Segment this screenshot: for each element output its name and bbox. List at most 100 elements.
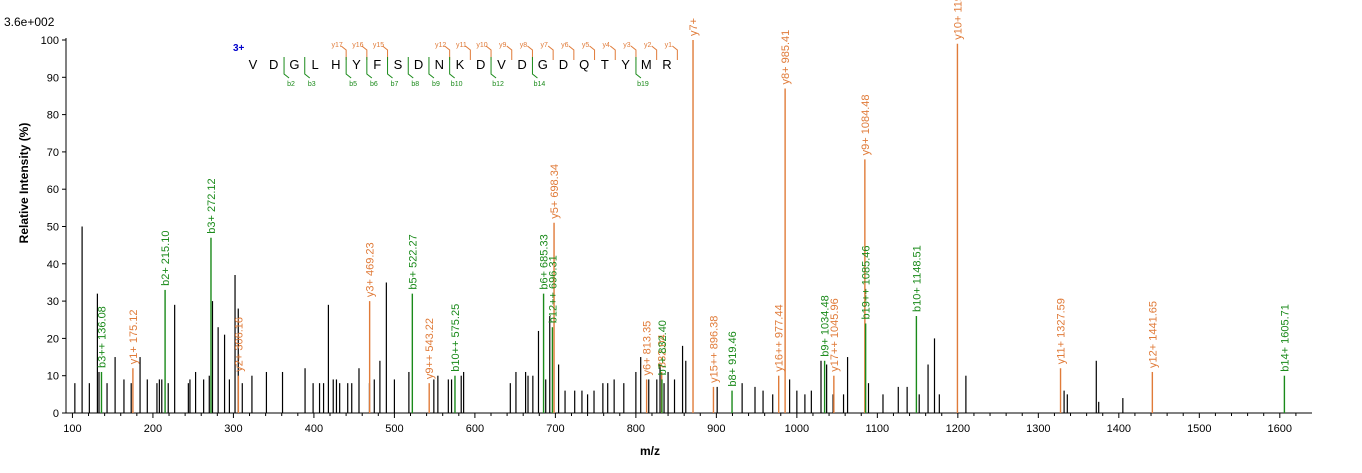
y-fragment-bracket xyxy=(382,45,389,60)
sequence-residue: K xyxy=(456,57,465,72)
x-tick-label: 1300 xyxy=(1026,423,1050,435)
sequence-residue: D xyxy=(559,57,568,72)
b-fragment-label: b19 xyxy=(637,81,649,88)
b-ion-peak-label: b9+ 1034.48 xyxy=(820,295,832,356)
sequence-residue: M xyxy=(641,57,652,72)
y-tick-label: 70 xyxy=(47,147,59,159)
y-ion-peak-label: y10+ 1199.50 xyxy=(952,0,964,40)
sequence-residue: L xyxy=(311,57,318,72)
b-fragment-bracket xyxy=(531,57,538,79)
x-tick-label: 600 xyxy=(466,423,484,435)
sequence-residue: D xyxy=(476,57,485,72)
sequence-residue: H xyxy=(331,57,340,72)
b-fragment-bracket xyxy=(490,57,497,79)
x-tick-label: 1100 xyxy=(866,423,890,435)
y-fragment-label: y11 xyxy=(456,42,467,49)
x-tick-label: 400 xyxy=(305,423,323,435)
b-ion-peak-label: b14+ 1605.71 xyxy=(1279,304,1291,372)
y-tick-label: 80 xyxy=(47,110,59,122)
y-tick-label: 40 xyxy=(47,259,59,271)
sequence-residue: V xyxy=(497,57,506,72)
b-fragment-bracket xyxy=(635,57,642,79)
b-ion-peak-label: b3++ 136.08 xyxy=(96,306,108,368)
y-tick-label: 50 xyxy=(47,222,59,234)
x-tick-label: 1500 xyxy=(1187,423,1211,435)
x-tick-label: 300 xyxy=(224,423,242,435)
y-ion-peak-label: y11+ 1327.59 xyxy=(1056,298,1068,364)
b-ion-peak-label: b5+ 522.27 xyxy=(407,234,419,289)
y-tick-label: 20 xyxy=(47,333,59,345)
x-tick-label: 500 xyxy=(385,423,403,435)
y-tick-label: 60 xyxy=(47,184,59,196)
b-fragment-bracket xyxy=(407,57,414,79)
b-fragment-label: b14 xyxy=(534,81,546,88)
y-fragment-label: y4 xyxy=(603,42,611,49)
y-ion-peak-label: y12+ 1441.65 xyxy=(1147,301,1159,368)
b-ion-peak-label: b8+ 919.46 xyxy=(727,331,739,386)
b-ion-peak-label: b2+ 215.10 xyxy=(160,231,172,286)
sequence-residue: V xyxy=(249,57,258,72)
b-fragment-label: b6 xyxy=(370,81,378,88)
peak-labels-layer: b3++ 136.08 y1+ 175.12 b2+ 215.10 b3+ 272.1… xyxy=(96,0,1291,387)
y-fragment-bracket xyxy=(340,45,347,60)
y-fragment-bracket xyxy=(609,45,616,60)
y-tick-label: 90 xyxy=(47,72,59,84)
y-fragment-label: y5 xyxy=(582,42,590,49)
b-ion-peak-label: b10++ 575.25 xyxy=(450,304,462,372)
b-fragment-label: b9 xyxy=(432,81,440,88)
x-tick-label: 200 xyxy=(144,423,162,435)
y-ion-peak-label: y5+ 698.34 xyxy=(549,164,561,219)
y-fragment-label: y16 xyxy=(352,42,363,49)
b-fragment-bracket xyxy=(366,57,373,79)
b-fragment-label: b2 xyxy=(287,81,295,88)
y-axis-title: Relative Intensity (%) xyxy=(17,123,31,244)
x-tick-label: 800 xyxy=(627,423,645,435)
y-ion-peak-label: y3+ 469.23 xyxy=(365,242,377,297)
y-ion-peak-label: y16++ 977.44 xyxy=(774,304,786,371)
x-tick-label: 700 xyxy=(546,423,564,435)
b-ion-peak-label: b10+ 1148.51 xyxy=(911,245,923,312)
y-fragment-bracket xyxy=(527,45,533,60)
sequence-residue: G xyxy=(538,57,548,72)
y-tick-label: 0 xyxy=(53,408,59,420)
b-fragment-bracket xyxy=(428,57,435,79)
y-ion-peak-label: y8+ 985.41 xyxy=(780,30,792,85)
y-ion-peak-label: y2+ 306.16 xyxy=(233,317,245,372)
b-fragment-bracket xyxy=(345,57,352,79)
b-ion-peak-label: b19++ 1085.46 xyxy=(861,245,873,319)
y-fragment-bracket xyxy=(361,45,368,60)
sequence-residue: G xyxy=(289,57,299,72)
y-fragment-bracket xyxy=(444,45,451,60)
y-tick-label: 10 xyxy=(47,371,59,383)
b-fragment-bracket xyxy=(304,57,311,79)
y-fragment-label: y7 xyxy=(540,42,548,49)
y-fragment-label: y2 xyxy=(644,42,652,49)
b-fragment-label: b7 xyxy=(391,81,399,88)
b-ion-peak-label: b6+ 685.33 xyxy=(539,234,551,289)
y-fragment-bracket xyxy=(672,45,678,60)
b-ion-peak-label: b3+ 272.12 xyxy=(206,178,218,233)
y-ion-peak-label: y1+ 175.12 xyxy=(128,309,140,364)
y-fragment-label: y6 xyxy=(561,42,569,49)
b-fragment-bracket xyxy=(283,57,290,79)
b-fragment-label: b12 xyxy=(492,81,504,88)
y-fragment-label: y17 xyxy=(332,42,343,49)
b-fragment-bracket xyxy=(387,57,393,79)
b-ion-peak-label: b12++ 696.31 xyxy=(547,255,559,323)
y-fragment-label: y15 xyxy=(373,42,384,49)
y-ion-peak-label: y6+ 813.35 xyxy=(642,321,654,376)
x-tick-label: 1200 xyxy=(946,423,970,435)
y-fragment-bracket xyxy=(506,45,513,60)
x-tick-label: 900 xyxy=(707,423,725,435)
y-ion-peak-label: y17++ 1045.96 xyxy=(829,298,841,371)
x-axis-title: m/z xyxy=(640,444,660,458)
b-fragment-bracket xyxy=(449,57,455,79)
intensity-scale-label: 3.6e+002 xyxy=(4,15,55,29)
sequence-residue: N xyxy=(435,57,444,72)
x-tick-label: 1000 xyxy=(785,423,809,435)
y-fragment-label: y3 xyxy=(623,42,631,49)
y-fragment-bracket xyxy=(630,45,637,60)
b-fragment-label: b10 xyxy=(451,81,463,88)
